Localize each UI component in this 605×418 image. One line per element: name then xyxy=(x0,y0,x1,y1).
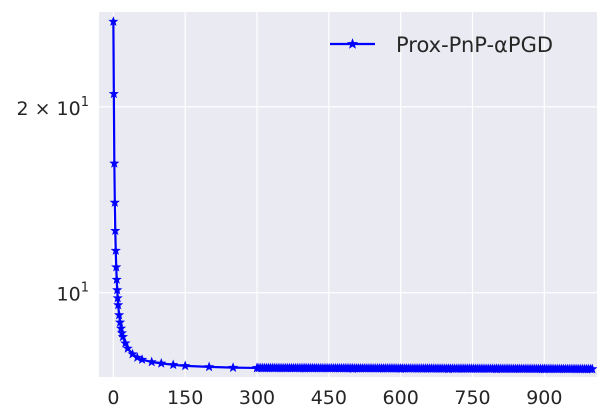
legend-marker xyxy=(346,38,359,49)
y-tick-exponent: 1 xyxy=(81,281,89,296)
series-layer xyxy=(108,16,598,374)
plot-area xyxy=(99,12,597,377)
y-tick-exponent: 1 xyxy=(81,95,89,110)
data-point-marker xyxy=(109,158,120,168)
data-point-marker xyxy=(110,245,121,255)
x-tick-label: 900 xyxy=(526,387,562,409)
data-point-marker xyxy=(204,361,215,372)
data-point-marker xyxy=(227,362,239,372)
data-point-marker xyxy=(168,359,179,370)
data-point-marker xyxy=(110,225,121,236)
data-point-marker xyxy=(137,354,148,364)
data-point-marker xyxy=(108,88,119,99)
data-point-marker xyxy=(120,337,131,348)
grid-lines xyxy=(99,12,597,377)
data-point-marker xyxy=(156,358,167,368)
legend: Prox-PnP-αPGD xyxy=(330,33,553,57)
y-tick-base: 2 × 10 xyxy=(16,98,80,120)
data-point-marker xyxy=(112,284,123,295)
data-point-marker xyxy=(108,16,119,26)
data-point-marker xyxy=(111,261,122,272)
data-point-marker xyxy=(111,274,122,284)
data-point-marker xyxy=(113,299,124,310)
x-tick-label: 0 xyxy=(107,387,119,409)
data-point-marker xyxy=(180,360,191,371)
data-point-marker xyxy=(122,343,133,353)
x-tick-label: 450 xyxy=(311,387,347,409)
data-point-marker xyxy=(112,292,123,303)
series-markers xyxy=(108,16,598,374)
data-point-marker xyxy=(114,317,126,327)
data-point-marker xyxy=(114,309,125,320)
legend-label: Prox-PnP-αPGD xyxy=(396,33,553,57)
x-axis-ticks: 0 150 300 450 600 750 900 xyxy=(107,387,562,409)
data-point-marker xyxy=(146,356,157,367)
data-point-marker xyxy=(117,331,129,342)
x-tick-label: 600 xyxy=(383,387,419,409)
x-tick-label: 150 xyxy=(167,387,203,409)
data-point-marker xyxy=(587,363,598,374)
y-tick-label: 2 × 101 xyxy=(16,95,89,120)
data-point-marker xyxy=(109,197,120,207)
y-tick-label: 101 xyxy=(57,281,89,306)
x-tick-label: 750 xyxy=(454,387,490,409)
x-tick-label: 300 xyxy=(239,387,275,409)
y-tick-base: 10 xyxy=(57,284,81,306)
data-point-marker xyxy=(132,352,143,362)
